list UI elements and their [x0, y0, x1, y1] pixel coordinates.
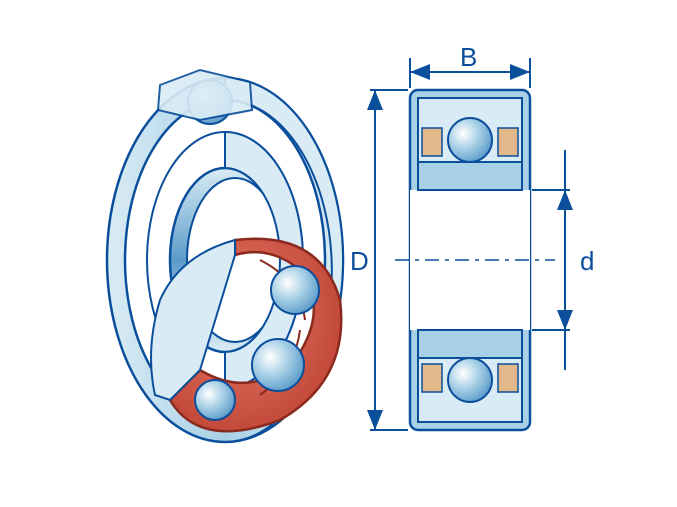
label-bore-diameter: d — [580, 246, 594, 277]
label-width: B — [460, 42, 477, 73]
bearing-diagram — [0, 0, 677, 507]
label-outer-diameter: D — [350, 246, 369, 277]
isometric-view — [107, 70, 343, 442]
section-view — [395, 90, 555, 430]
